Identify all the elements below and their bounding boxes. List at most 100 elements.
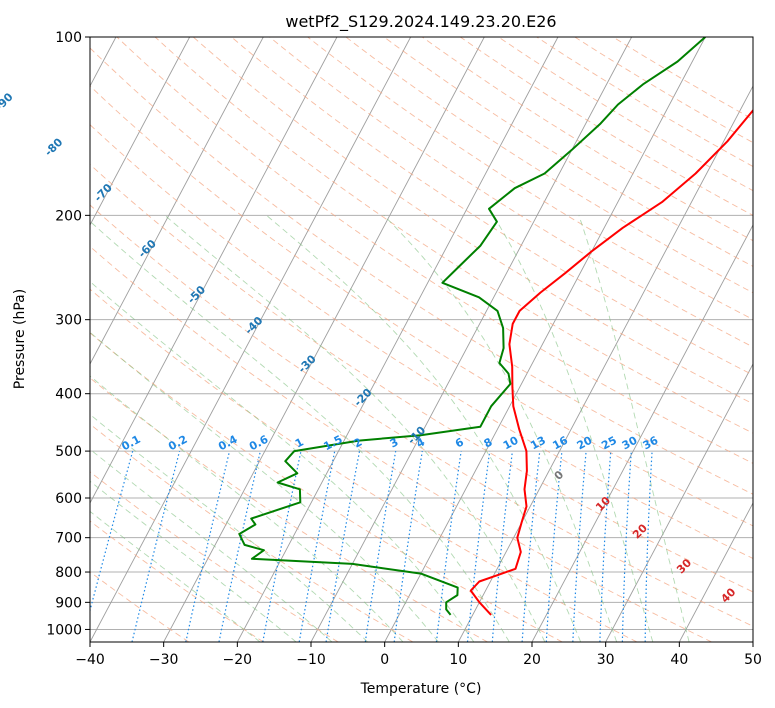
mixing-ratio-line — [435, 451, 462, 642]
mixing-ratio-label: 1.5 — [321, 433, 344, 454]
dry-adiabat — [90, 47, 753, 495]
mixing-ratio-line — [644, 451, 653, 642]
dry-adiabat — [383, 37, 753, 267]
reference-curve — [0, 37, 2, 642]
mixing-ratio-label: 30 — [620, 434, 640, 453]
dry-adiabat — [90, 571, 190, 642]
y-tick-label: 800 — [55, 565, 82, 581]
dry-adiabat — [90, 520, 264, 642]
dry-adiabat — [90, 163, 753, 593]
isotherm-label: -90 — [0, 90, 16, 113]
mixing-ratio-label: 0.1 — [119, 433, 142, 454]
dry-adiabat — [421, 37, 753, 242]
mixing-ratio-label: 0.6 — [247, 433, 271, 454]
dry-adiabat — [90, 288, 638, 642]
dry-adiabat — [498, 37, 753, 192]
y-tick-label: 600 — [55, 491, 82, 507]
x-tick-label: 50 — [744, 652, 762, 668]
moist-adiabat — [578, 215, 690, 642]
chart-title: wetPf2_S129.2024.149.23.20.E26 — [285, 12, 556, 32]
mixing-ratio-label: 1 — [293, 435, 306, 450]
moist-adiabat — [492, 215, 654, 642]
dry-adiabat — [90, 85, 753, 527]
moist-adiabat — [90, 448, 333, 642]
mixing-ratio-line — [218, 450, 261, 642]
x-tick-label: 30 — [597, 652, 615, 668]
y-tick-label: 300 — [55, 313, 82, 329]
mixing-ratio-line — [298, 450, 336, 642]
mixing-ratio-label: 20 — [575, 434, 595, 453]
dry-adiabat — [612, 37, 753, 120]
y-tick-label: 1000 — [46, 622, 82, 638]
isotherm-line — [163, 37, 485, 642]
dry-adiabat — [90, 124, 753, 559]
dry-adiabat — [269, 37, 753, 348]
dry-adiabat — [116, 37, 753, 464]
mixing-ratio-line — [572, 451, 587, 642]
dry-adiabat — [574, 37, 753, 144]
moist-adiabat — [90, 480, 297, 642]
x-tick-label: −40 — [75, 652, 105, 668]
dry-adiabat — [90, 423, 414, 642]
mixing-ratio-line — [466, 451, 491, 642]
mixing-ratio-label: 13 — [528, 434, 548, 453]
plot-frame — [89, 36, 754, 643]
dry-adiabat — [192, 37, 753, 405]
isotherm-line — [752, 641, 753, 642]
dry-adiabat — [90, 245, 712, 642]
y-tick-label: 900 — [55, 595, 82, 611]
mixing-ratio-line — [364, 450, 397, 642]
x-tick-label: −30 — [149, 652, 179, 668]
isotherm-label: -80 — [42, 135, 65, 158]
mixing-ratio-line — [521, 451, 541, 642]
mixing-ratio-line — [393, 451, 423, 642]
x-tick-label: −20 — [223, 652, 253, 668]
mixing-ratio-label: 16 — [550, 434, 570, 453]
x-tick-label: −10 — [296, 652, 326, 668]
isotherm-line — [678, 502, 753, 642]
y-tick-label: 100 — [55, 30, 82, 46]
moist-adiabat-label: 0 — [552, 468, 567, 483]
moist-adiabat — [90, 413, 368, 642]
dry-adiabat — [90, 204, 753, 627]
moist-adiabat — [383, 214, 618, 642]
isotherm-line — [605, 363, 753, 642]
isotherm-line — [457, 85, 753, 642]
mixing-ratio-label: 25 — [599, 434, 619, 453]
x-tick-label: 40 — [670, 652, 688, 668]
dewpoint-line — [238, 37, 706, 616]
moist-adiabat — [90, 510, 261, 642]
x-tick-label: 10 — [449, 652, 467, 668]
isotherm-line — [236, 37, 559, 642]
mixing-ratio-line — [90, 450, 134, 613]
isotherm-line — [90, 37, 191, 226]
moist-adiabat — [90, 220, 510, 642]
moist-adiabat — [90, 280, 475, 642]
x-axis: −40 −30 −20 −10 0 10 20 30 40 50 — [75, 642, 762, 668]
mixing-ratio-line — [545, 451, 563, 642]
line-labels: 0.10.20.40.611.52346810131620253036-100-… — [0, 90, 739, 605]
moist-adiabat-label: 30 — [674, 556, 694, 576]
moist-adiabat — [164, 214, 546, 642]
x-axis-label: Temperature (°C) — [360, 681, 482, 697]
mixing-ratio-label: 6 — [453, 435, 466, 450]
y-tick-label: 500 — [55, 444, 82, 460]
background-lines — [0, 37, 753, 642]
dry-adiabat — [231, 37, 753, 376]
mixing-ratio-line — [131, 450, 181, 642]
y-axis-label: Pressure (hPa) — [12, 289, 28, 389]
mixing-ratio-label: 0.4 — [216, 433, 240, 454]
mixing-ratio-label: 36 — [641, 434, 661, 453]
isotherm-line — [531, 224, 753, 642]
mixing-ratio-label: 2 — [351, 435, 364, 450]
dry-adiabat — [90, 377, 488, 642]
isotherm-line — [90, 37, 264, 365]
y-axis: 100 200 300 400 500 600 700 800 900 1000 — [46, 30, 90, 638]
profile-lines — [238, 37, 753, 616]
temperature-line — [469, 108, 753, 616]
mixing-ratio-line — [621, 451, 632, 642]
y-tick-label: 700 — [55, 531, 82, 547]
isotherm-line — [384, 37, 706, 642]
isotherm-line — [90, 37, 412, 642]
